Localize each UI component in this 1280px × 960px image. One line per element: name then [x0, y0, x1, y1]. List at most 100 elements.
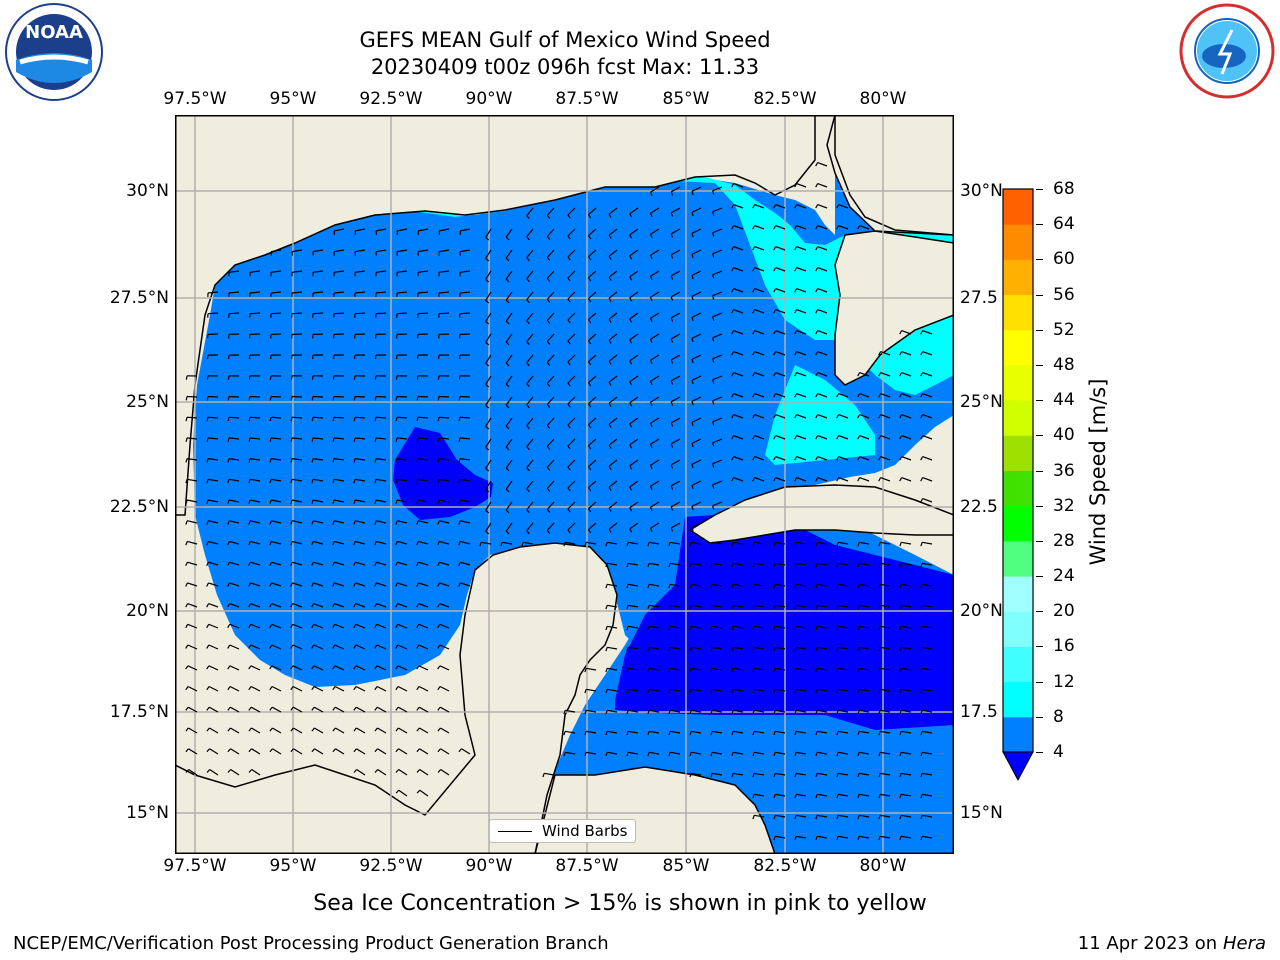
- wind-barb-flag: [710, 542, 713, 547]
- wind-barb-flag: [290, 686, 294, 691]
- wind-barb-flag: [899, 752, 902, 757]
- colorbar-band: [1003, 611, 1033, 647]
- wind-barb-flag: [395, 355, 398, 360]
- wind-barb-flag: [878, 477, 882, 482]
- wind-barb: [229, 520, 240, 524]
- wind-barb: [208, 582, 219, 587]
- wind-barb: [314, 748, 324, 755]
- lat-label-right: 27.5: [960, 288, 998, 308]
- wind-barb: [650, 270, 660, 277]
- colorbar-tick-mark: [1036, 364, 1043, 366]
- wind-barb: [313, 520, 324, 524]
- wind-barb: [460, 582, 471, 587]
- colorbar-label: Wind Speed [m/s]: [1086, 378, 1110, 566]
- wind-barb-flag: [185, 769, 190, 773]
- wind-barb: [670, 354, 681, 361]
- wind-barb-flag: [815, 267, 819, 272]
- wind-barb-flag: [691, 233, 694, 238]
- wind-barb-flag: [374, 686, 378, 691]
- wind-barb: [271, 603, 282, 608]
- wind-barb-flag: [629, 381, 633, 386]
- wind-barb-flag: [374, 417, 377, 422]
- wind-barb: [292, 665, 303, 671]
- wind-barb: [355, 561, 366, 566]
- wind-barb-flag: [526, 383, 530, 388]
- wind-barb-flag: [608, 276, 612, 281]
- wind-barb-flag: [794, 456, 798, 461]
- wind-barb: [608, 312, 618, 320]
- wind-barb: [733, 477, 744, 482]
- wind-barb: [293, 727, 303, 734]
- colorbar-tick-mark: [1036, 435, 1043, 437]
- wind-barb-flag: [206, 417, 209, 422]
- wind-barb-flag: [647, 605, 650, 610]
- wind-barb-flag: [567, 340, 571, 345]
- wind-barb: [229, 685, 240, 692]
- nws-logo: [1176, 2, 1278, 100]
- wind-barb-flag: [248, 479, 251, 484]
- wind-barb: [754, 267, 765, 272]
- wind-barb: [629, 396, 639, 404]
- wind-barb-flag: [836, 668, 839, 673]
- wind-barb-flag: [395, 624, 399, 629]
- wind-barb: [187, 623, 198, 629]
- wind-barb: [901, 730, 912, 734]
- wind-barb: [418, 603, 429, 608]
- wind-barb: [438, 478, 450, 482]
- wind-barb: [375, 395, 387, 398]
- wind-barb-flag: [206, 561, 209, 567]
- wind-barb: [838, 772, 849, 776]
- wind-barb: [733, 562, 744, 566]
- lon-label-bottom: 85°W: [662, 856, 710, 876]
- wind-barb: [485, 417, 492, 427]
- wind-barb: [187, 437, 198, 440]
- wind-barb-flag: [670, 464, 674, 469]
- wind-barb: [249, 312, 261, 315]
- wind-barb: [250, 499, 261, 503]
- wind-barb: [712, 207, 723, 213]
- wind-barb: [355, 540, 366, 545]
- wind-barb-flag: [458, 541, 461, 546]
- wind-barb: [922, 372, 933, 377]
- wind-barb-flag: [505, 509, 510, 514]
- wind-barb: [209, 748, 219, 755]
- wind-barb-flag: [227, 541, 230, 546]
- wind-barb-flag: [857, 710, 860, 715]
- wind-barb-flag: [353, 561, 356, 567]
- wind-barb: [796, 646, 807, 650]
- wind-barb-flag: [437, 769, 442, 773]
- wind-barb: [333, 478, 345, 482]
- wind-barb: [313, 437, 324, 440]
- wind-barb: [629, 438, 639, 446]
- wind-barb-flag: [353, 375, 356, 380]
- wind-barb: [901, 393, 912, 398]
- wind-barb-flag: [773, 351, 777, 356]
- wind-barb: [859, 372, 870, 377]
- wind-barb-flag: [290, 479, 293, 484]
- wind-barb: [670, 501, 681, 508]
- wind-barb-flag: [608, 507, 612, 512]
- wind-barb-flag: [899, 626, 902, 631]
- wind-barb: [796, 709, 807, 713]
- lat-label-left: 30°N: [126, 181, 169, 201]
- wind-barb: [796, 541, 807, 545]
- wind-barb-flag: [269, 665, 273, 670]
- wind-barb-flag: [899, 477, 903, 482]
- wind-barb-flag: [227, 706, 231, 711]
- wind-barb: [712, 186, 723, 192]
- wind-barb-flag: [629, 402, 633, 407]
- wind-barb: [459, 478, 471, 482]
- wind-barb: [354, 478, 366, 482]
- wind-barb-flag: [712, 505, 715, 510]
- wind-barb: [901, 562, 912, 566]
- wind-barb: [229, 437, 240, 440]
- wind-barb: [796, 309, 807, 314]
- wind-barb-flag: [332, 437, 335, 442]
- wind-barb: [567, 228, 576, 237]
- wind-barb-flag: [206, 644, 210, 649]
- wind-barb: [838, 688, 849, 692]
- wind-barb-flag: [227, 686, 231, 691]
- wind-barb: [754, 562, 765, 566]
- wind-barb: [817, 288, 828, 293]
- wind-barb: [754, 751, 765, 755]
